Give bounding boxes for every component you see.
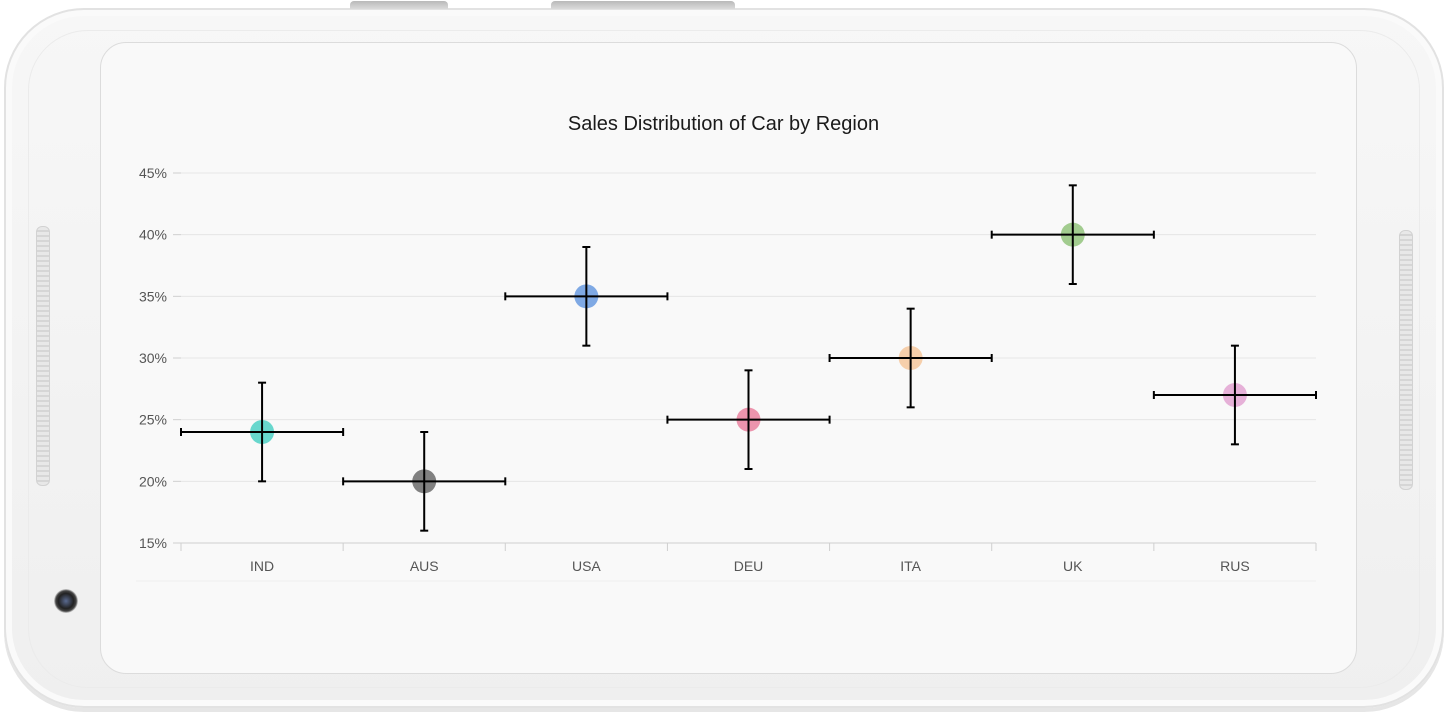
x-tick-label: DEU (734, 558, 764, 574)
grid-lines (181, 172, 1316, 544)
y-tick-label: 30% (139, 350, 167, 366)
x-tick-label: USA (572, 558, 601, 574)
x-tick-label: RUS (1220, 558, 1250, 574)
y-tick-label: 25% (139, 412, 167, 428)
chart-title: Sales Distribution of Car by Region (567, 113, 880, 135)
phone-inner-rim (28, 30, 1420, 688)
error-bars (180, 184, 1317, 532)
x-tick-label: ITA (900, 558, 921, 574)
y-tick-label: 35% (139, 288, 167, 304)
scatter-chart: 15% 20% 25% 30% 35% 40% 45% IND AUS USA DEU ITA UK RU… (136, 165, 1317, 582)
screen: Sales Distribution of Car by Region 15% 2… (100, 42, 1357, 674)
y-tick-label: 40% (139, 227, 167, 243)
axes: 15% 20% 25% 30% 35% 40% 45% IND AUS USA DEU ITA UK RU… (136, 165, 1317, 582)
right-side-grip (1399, 230, 1413, 490)
x-tick-label: UK (1063, 558, 1083, 574)
camera-icon (54, 589, 78, 613)
x-tick-label: IND (250, 558, 274, 574)
x-tick-label: AUS (410, 558, 439, 574)
left-side-grip (36, 226, 50, 486)
y-tick-label: 45% (139, 165, 167, 181)
y-tick-label: 20% (139, 473, 167, 489)
y-tick-label: 15% (139, 535, 167, 551)
power-button (551, 1, 735, 9)
volume-button (350, 1, 448, 9)
